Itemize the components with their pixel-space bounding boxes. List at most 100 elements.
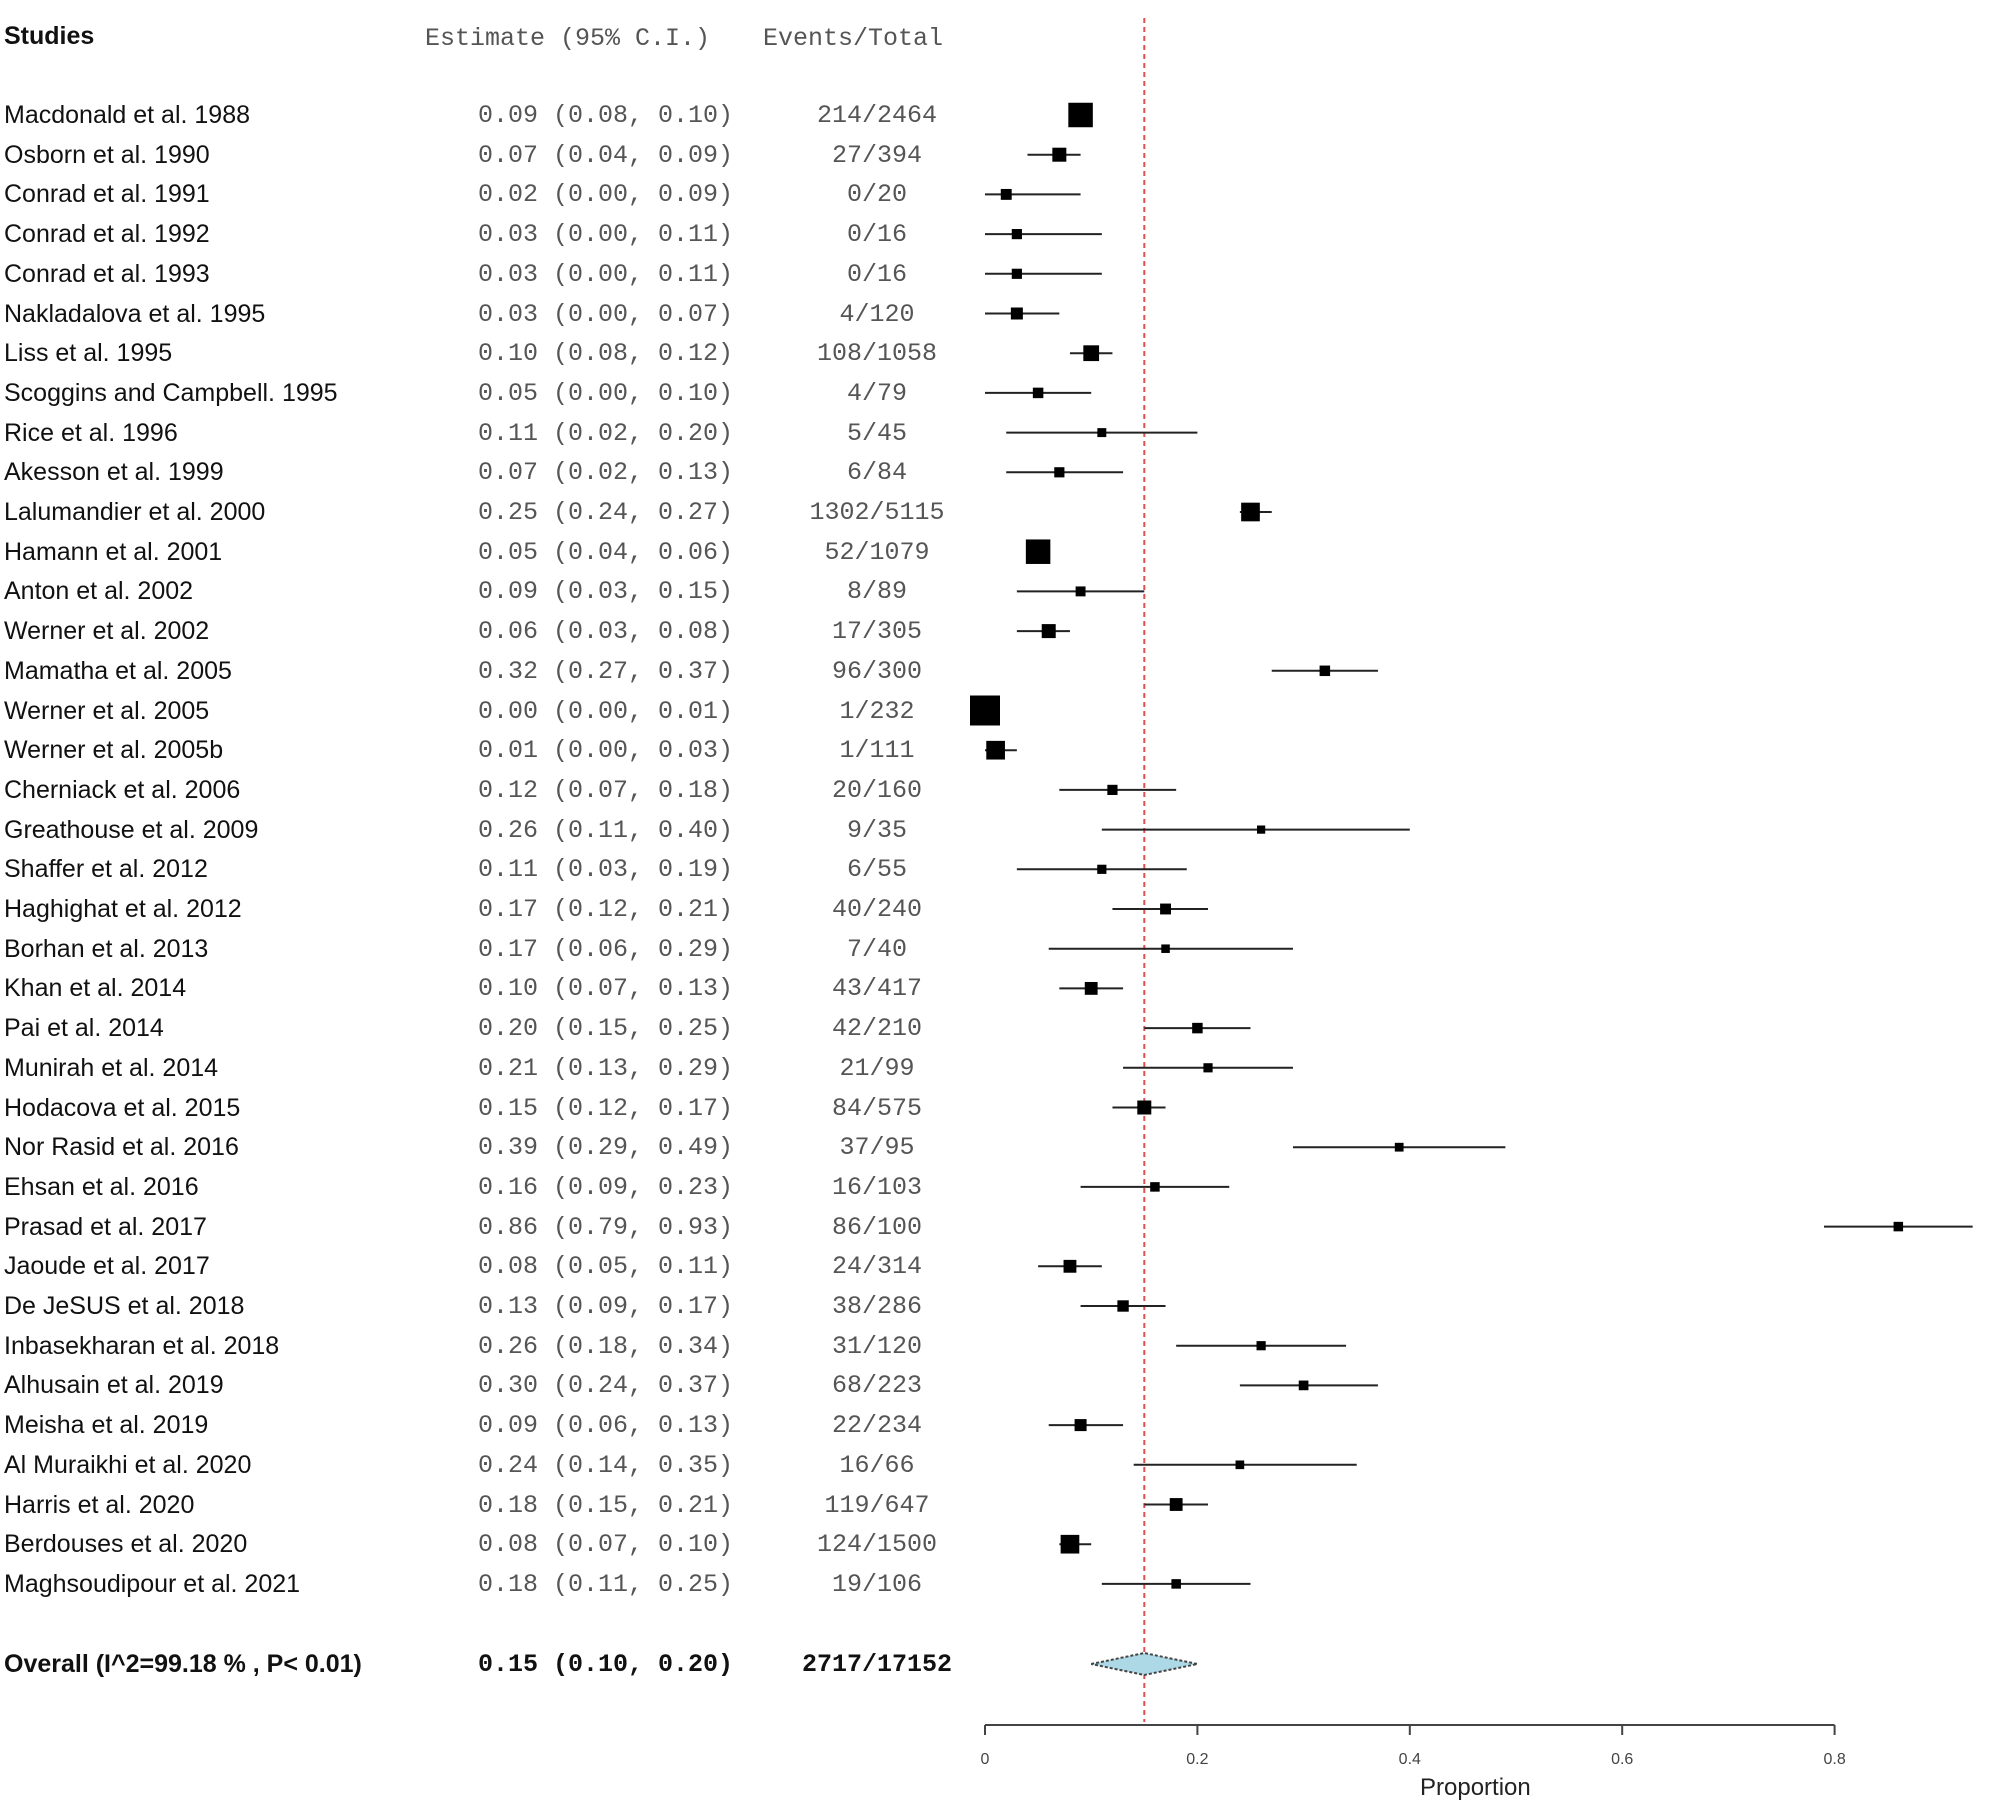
study-estimate: 0.11 (0.03, 0.19) bbox=[477, 855, 733, 885]
study-name: Conrad et al. 1993 bbox=[4, 259, 210, 288]
study-name: Meisha et al. 2019 bbox=[4, 1411, 209, 1440]
study-name: Pai et al. 2014 bbox=[4, 1014, 164, 1043]
study-name: Rice et al. 1996 bbox=[4, 418, 178, 447]
x-axis-label: Proportion bbox=[1420, 1774, 1531, 1801]
overall-estimate: 0.15 (0.10, 0.20) bbox=[477, 1650, 733, 1679]
point-estimate-box bbox=[1235, 1460, 1245, 1470]
study-name: Haghighat et al. 2012 bbox=[4, 895, 242, 923]
study-events: 21/99 bbox=[839, 1053, 915, 1083]
study-name: Werner et al. 2005b bbox=[4, 736, 224, 765]
point-estimate-box bbox=[1893, 1221, 1904, 1232]
study-estimate: 0.09 (0.06, 0.13) bbox=[477, 1411, 733, 1441]
study-events: 1302/5115 bbox=[809, 498, 945, 527]
study-name: Werner et al. 2005 bbox=[4, 696, 210, 725]
x-tick-label: 0.4 bbox=[1398, 1751, 1421, 1768]
study-events: 9/35 bbox=[846, 815, 908, 845]
point-estimate-box bbox=[1298, 1380, 1309, 1391]
study-events: 43/417 bbox=[831, 974, 923, 1004]
study-estimate: 0.05 (0.00, 0.10) bbox=[477, 378, 733, 408]
study-name: Akesson et al. 1999 bbox=[4, 458, 224, 487]
point-estimate-box bbox=[1075, 586, 1086, 597]
study-events: 5/45 bbox=[846, 418, 908, 448]
study-name: Conrad et al. 1991 bbox=[4, 180, 210, 209]
study-events: 124/1500 bbox=[816, 1530, 938, 1560]
study-estimate: 0.21 (0.13, 0.29) bbox=[477, 1053, 733, 1083]
header-estimate: Estimate (95% C.I.) bbox=[425, 24, 711, 53]
study-estimate: 0.00 (0.00, 0.01) bbox=[477, 696, 733, 726]
study-events: 27/394 bbox=[831, 140, 923, 170]
point-estimate-box bbox=[970, 695, 1000, 726]
study-events: 108/1058 bbox=[816, 339, 938, 369]
overall-events: 2717/17152 bbox=[801, 1650, 953, 1679]
study-events: 52/1079 bbox=[824, 537, 930, 567]
study-events: 4/79 bbox=[846, 378, 908, 408]
study-estimate: 0.09 (0.08, 0.10) bbox=[477, 101, 733, 130]
study-events: 20/160 bbox=[831, 775, 923, 805]
study-name: Inbasekharan et al. 2018 bbox=[4, 1331, 280, 1360]
point-estimate-box bbox=[1203, 1063, 1213, 1073]
study-events: 214/2464 bbox=[816, 101, 938, 130]
study-events: 7/40 bbox=[846, 934, 908, 964]
point-estimate-box bbox=[1074, 1419, 1087, 1432]
study-events: 17/305 bbox=[831, 617, 923, 647]
study-events: 6/84 bbox=[846, 458, 908, 488]
study-name: Greathouse et al. 2009 bbox=[4, 815, 259, 844]
study-estimate: 0.18 (0.11, 0.25) bbox=[477, 1569, 733, 1599]
study-name: Anton et al. 2002 bbox=[4, 577, 194, 606]
study-estimate: 0.08 (0.07, 0.10) bbox=[477, 1530, 733, 1560]
point-estimate-box bbox=[1060, 1534, 1080, 1554]
study-events: 96/300 bbox=[831, 656, 923, 686]
study-estimate: 0.17 (0.12, 0.21) bbox=[477, 895, 733, 924]
study-estimate: 0.30 (0.24, 0.37) bbox=[477, 1371, 733, 1401]
study-estimate: 0.39 (0.29, 0.49) bbox=[477, 1133, 733, 1163]
study-estimate: 0.05 (0.04, 0.06) bbox=[477, 537, 733, 567]
x-tick-label: 0.2 bbox=[1186, 1751, 1209, 1768]
study-name: Nor Rasid et al. 2016 bbox=[4, 1133, 239, 1162]
study-name: Berdouses et al. 2020 bbox=[4, 1530, 248, 1559]
x-tick-label: 0 bbox=[980, 1751, 990, 1768]
study-events: 0/16 bbox=[846, 220, 908, 250]
study-name: Harris et al. 2020 bbox=[4, 1490, 195, 1519]
study-estimate: 0.26 (0.18, 0.34) bbox=[477, 1331, 733, 1361]
study-name: Nakladalova et al. 1995 bbox=[4, 299, 266, 328]
study-estimate: 0.10 (0.08, 0.12) bbox=[477, 339, 733, 369]
study-name: Borhan et al. 2013 bbox=[4, 934, 209, 963]
point-estimate-box bbox=[1025, 539, 1051, 564]
point-estimate-box bbox=[1054, 467, 1065, 478]
study-events: 1/232 bbox=[839, 696, 915, 726]
study-estimate: 0.10 (0.07, 0.13) bbox=[477, 974, 733, 1004]
study-name: Maghsoudipour et al. 2021 bbox=[4, 1569, 301, 1598]
overall-diamond bbox=[1090, 1651, 1198, 1677]
point-estimate-box bbox=[1241, 502, 1260, 522]
study-events: 6/55 bbox=[846, 855, 908, 885]
point-estimate-box bbox=[1169, 1498, 1183, 1511]
study-name: Mamatha et al. 2005 bbox=[4, 656, 232, 685]
point-estimate-box bbox=[1000, 188, 1012, 200]
study-name: Khan et al. 2014 bbox=[4, 974, 187, 1003]
study-estimate: 0.11 (0.02, 0.20) bbox=[477, 418, 733, 448]
point-estimate-box bbox=[1084, 981, 1098, 995]
study-estimate: 0.02 (0.00, 0.09) bbox=[477, 180, 733, 210]
study-estimate: 0.09 (0.03, 0.15) bbox=[477, 577, 733, 607]
point-estimate-box bbox=[1117, 1300, 1129, 1312]
study-estimate: 0.06 (0.03, 0.08) bbox=[477, 617, 733, 647]
study-estimate: 0.25 (0.24, 0.27) bbox=[477, 498, 733, 527]
study-estimate: 0.03 (0.00, 0.11) bbox=[477, 220, 733, 250]
study-estimate: 0.12 (0.07, 0.18) bbox=[477, 775, 733, 805]
study-events: 1/111 bbox=[839, 736, 915, 766]
point-estimate-box bbox=[1011, 229, 1022, 240]
point-estimate-box bbox=[1010, 307, 1023, 320]
point-estimate-box bbox=[1256, 1341, 1266, 1351]
study-estimate: 0.16 (0.09, 0.23) bbox=[477, 1172, 733, 1202]
study-events: 16/66 bbox=[839, 1450, 915, 1480]
study-events: 68/223 bbox=[831, 1371, 923, 1401]
header-studies: Studies bbox=[4, 22, 95, 50]
study-events: 0/16 bbox=[846, 259, 908, 289]
study-name: Alhusain et al. 2019 bbox=[4, 1371, 224, 1400]
point-estimate-box bbox=[1052, 147, 1067, 162]
study-estimate: 0.20 (0.15, 0.25) bbox=[477, 1014, 733, 1044]
x-tick-label: 0.6 bbox=[1611, 1751, 1634, 1768]
study-estimate: 0.07 (0.02, 0.13) bbox=[477, 458, 733, 488]
point-estimate-box bbox=[1068, 102, 1093, 128]
point-estimate-box bbox=[1257, 825, 1266, 834]
